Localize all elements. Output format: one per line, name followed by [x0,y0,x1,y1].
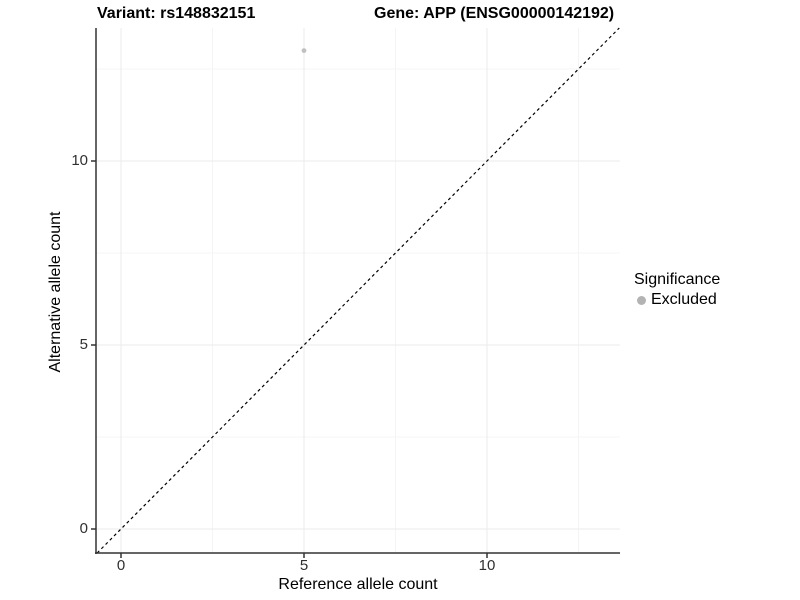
legend-item-excluded: Excluded [637,291,717,309]
y-tick-label-10: 10 [71,152,88,169]
x-tick-label-10: 10 [478,557,496,574]
x-tick-label-0: 0 [116,557,126,574]
identity-line [96,27,620,554]
x-tick-label-5: 5 [299,557,309,574]
plot-title-gene: Gene: APP (ENSG00000142192) [374,5,615,22]
y-axis-title: Alternative allele count [47,211,64,373]
y-tick-label-0: 0 [79,520,88,537]
legend-item-label: Excluded [651,291,717,308]
y-tick-label-5: 5 [79,336,88,353]
data-points [301,48,307,53]
gridlines [96,28,620,553]
legend-key-dot-icon [637,295,646,305]
plot-title-variant: Variant: rs148832151 [97,5,256,22]
x-axis-title: Reference allele count [278,576,438,593]
data-point [301,48,307,53]
axis-ticks [91,160,488,558]
plot-panel [91,27,620,558]
legend-title: Significance [634,271,721,288]
